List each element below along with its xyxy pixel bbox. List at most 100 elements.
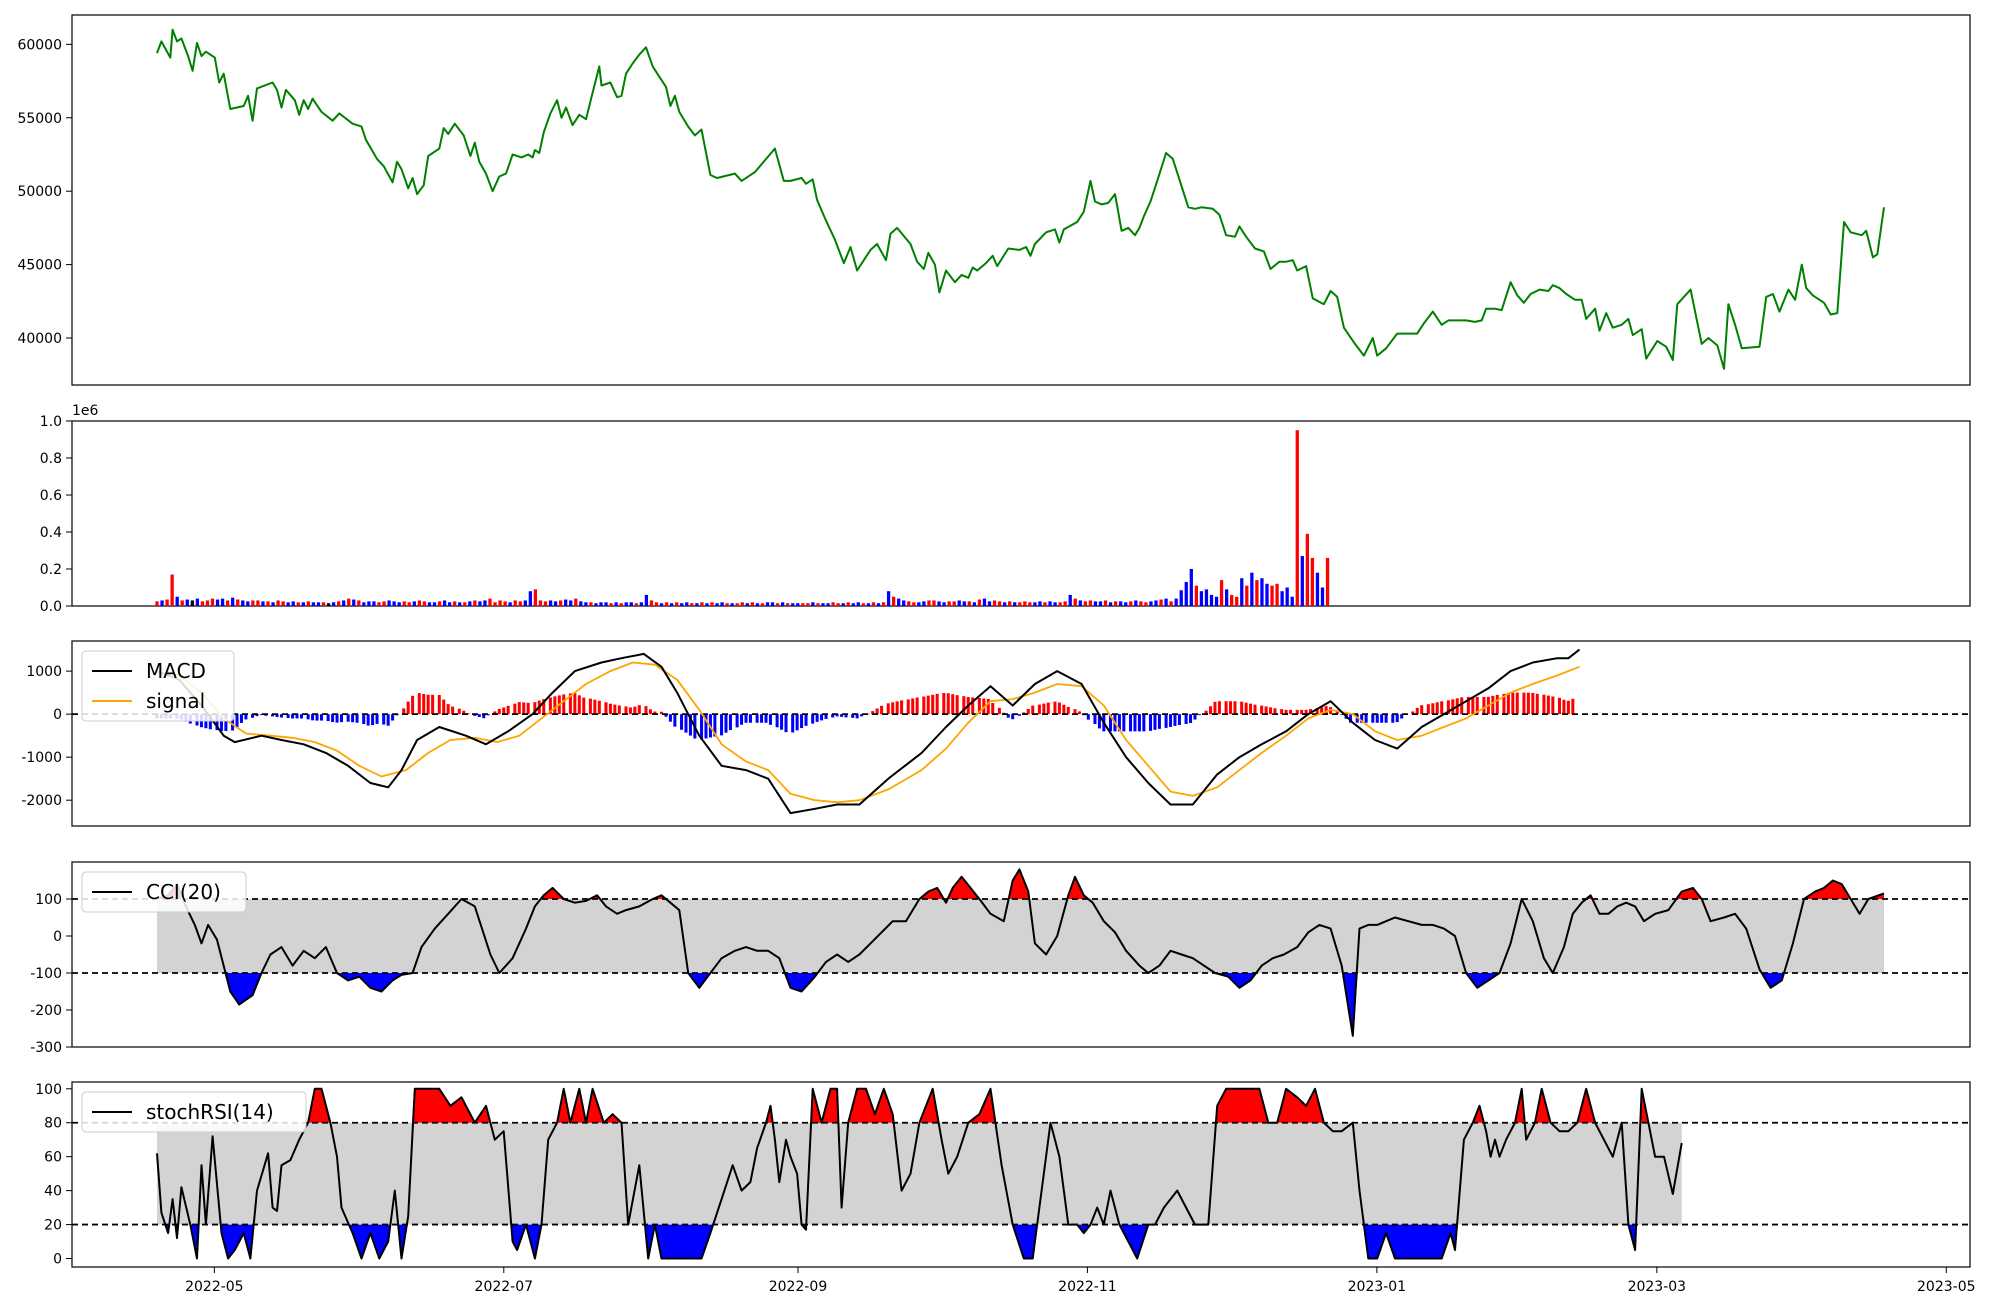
macd-histogram-bar xyxy=(422,694,426,715)
volume-bar xyxy=(336,601,341,606)
macd-histogram-bar xyxy=(477,714,481,718)
volume-bar xyxy=(957,600,961,606)
macd-histogram-bar xyxy=(997,707,1001,715)
volume-bar xyxy=(780,602,785,606)
volume-bar xyxy=(246,601,250,606)
volume-frame xyxy=(71,420,1971,607)
volume-ytick-label: 1.0 xyxy=(40,414,62,430)
volume-bar xyxy=(745,603,749,606)
macd-histogram-bar xyxy=(644,706,648,715)
volume-bar xyxy=(750,602,754,606)
macd-histogram-bar xyxy=(1133,714,1137,732)
macd-histogram-bar xyxy=(366,714,370,726)
x-tick-label: 2022-11 xyxy=(1058,1279,1117,1295)
volume-bar xyxy=(316,602,321,606)
macd-histogram-bar xyxy=(402,708,406,715)
macd-histogram-bar xyxy=(604,702,608,715)
volume-bar xyxy=(947,601,951,606)
macd-histogram-bar xyxy=(820,714,824,721)
macd-histogram-bar xyxy=(548,697,552,715)
macd-histogram-bar xyxy=(608,703,612,715)
macd-histogram-bar xyxy=(713,714,717,737)
macd-histogram-bar xyxy=(1375,714,1379,723)
volume-bar xyxy=(200,601,205,606)
volume-bar xyxy=(886,591,891,606)
macd-histogram-bar xyxy=(1420,705,1424,715)
price-ytick-label: 50000 xyxy=(17,184,62,200)
macd-histogram-bar xyxy=(755,714,759,723)
macd-histogram-bar xyxy=(315,714,319,721)
macd-histogram-bar xyxy=(926,695,930,715)
macd-histogram-bar xyxy=(1511,692,1515,715)
volume-bar xyxy=(538,600,543,606)
volume-bar xyxy=(291,601,295,606)
macd-histogram-bar xyxy=(355,714,359,723)
volume-bar xyxy=(1204,589,1209,606)
macd-histogram-bar xyxy=(391,714,395,721)
volume-bar xyxy=(195,598,200,606)
volume-bar xyxy=(382,601,386,606)
macd-histogram-bar xyxy=(1006,714,1010,718)
volume-bar xyxy=(256,600,260,606)
volume-bar xyxy=(841,603,845,606)
volume-bar xyxy=(992,600,997,606)
volume-bar xyxy=(1214,596,1219,606)
macd-histogram-bar xyxy=(791,714,795,733)
volume-bar xyxy=(816,603,820,606)
macd-histogram-bar xyxy=(339,714,343,723)
macd-histogram-bar xyxy=(244,714,248,720)
volume-bar xyxy=(806,603,810,606)
macd-histogram-bar xyxy=(506,705,510,715)
macd-histogram-bar xyxy=(1471,696,1475,715)
volume-bar xyxy=(907,601,911,606)
macd-histogram-bar xyxy=(851,714,855,718)
volume-bar xyxy=(271,602,275,606)
volume-bar xyxy=(851,603,855,606)
macd-histogram-bar xyxy=(335,714,339,723)
macd-histogram-bar xyxy=(299,714,303,719)
macd-histogram-bar xyxy=(744,714,748,723)
volume-bar xyxy=(982,598,987,606)
price-line xyxy=(156,28,1885,370)
macd-histogram-bar xyxy=(886,703,890,715)
volume-bar xyxy=(917,602,921,606)
volume-bar xyxy=(503,601,507,606)
macd-histogram-bar xyxy=(855,714,859,719)
volume-bar xyxy=(1048,601,1052,606)
macd-histogram-bar xyxy=(982,698,986,715)
volume-bar xyxy=(1083,601,1087,606)
volume-bar xyxy=(876,603,881,606)
macd-histogram-bar xyxy=(931,694,935,715)
macd-histogram-bar xyxy=(1209,706,1213,715)
volume-multiplier-label: 1e6 xyxy=(72,403,99,419)
volume-bar xyxy=(1265,583,1269,606)
volume-bar xyxy=(357,600,361,606)
volume-bar xyxy=(215,599,220,606)
volume-bar xyxy=(205,600,210,606)
macd-histogram-bar xyxy=(382,714,386,725)
macd-histogram-bar xyxy=(906,699,910,715)
macd-histogram-bar xyxy=(1380,714,1384,723)
volume-bar xyxy=(1290,596,1294,606)
volume-bar xyxy=(735,603,739,606)
macd-histogram-bar xyxy=(362,714,366,725)
volume-bar xyxy=(765,602,770,606)
volume-ytick-label: 0.8 xyxy=(40,451,62,467)
macd-histogram-bar xyxy=(375,714,379,724)
cci-ytick-label: 100 xyxy=(35,892,62,908)
macd-histogram-bar xyxy=(660,711,664,715)
volume-bar xyxy=(251,600,255,606)
volume-bar xyxy=(236,599,240,606)
stochrsi-oversold-fill xyxy=(165,1224,1637,1259)
macd-histogram-bar xyxy=(673,714,677,727)
volume-bar xyxy=(306,601,311,606)
volume-bar xyxy=(1280,591,1284,606)
volume-bar xyxy=(897,598,901,606)
macd-histogram-bar xyxy=(946,693,950,715)
macd-histogram-bar xyxy=(1371,714,1375,723)
volume-bar xyxy=(680,603,684,606)
volume-bar xyxy=(740,602,744,606)
volume-bar xyxy=(281,601,285,606)
volume-bar xyxy=(1149,601,1153,606)
macd-histogram-bar xyxy=(386,714,390,726)
